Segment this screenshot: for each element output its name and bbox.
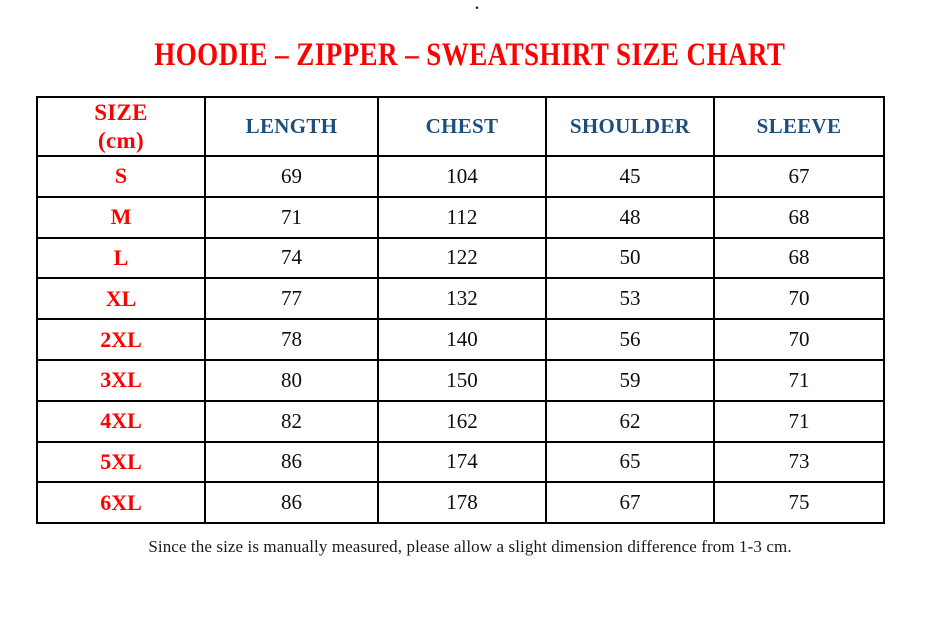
size-cell: M — [36, 195, 206, 239]
table-row: 5XL 86 174 65 73 — [36, 440, 885, 484]
length-cell: 74 — [204, 236, 379, 280]
chest-cell: 122 — [377, 236, 547, 280]
size-chart-tbody: S 69 104 45 67 M 71 112 48 68 L 74 122 50 68 XL 77 132 53 7… — [36, 155, 885, 525]
sleeve-cell: 71 — [713, 399, 885, 443]
header-cell-sleeve: SLEEVE — [713, 96, 885, 157]
size-cell: S — [36, 155, 206, 198]
shoulder-cell: 48 — [545, 195, 715, 239]
sleeve-cell: 73 — [713, 440, 885, 484]
length-cell: 78 — [204, 318, 379, 361]
table-row: 4XL 82 162 62 71 — [36, 399, 885, 443]
measurement-note: Since the size is manually measured, ple… — [148, 537, 792, 556]
sleeve-cell: 71 — [713, 358, 885, 402]
shoulder-cell: 62 — [545, 399, 715, 443]
shoulder-cell: 65 — [545, 440, 715, 484]
size-cell: L — [36, 236, 206, 280]
sleeve-cell: 67 — [713, 155, 885, 198]
sleeve-cell: 68 — [713, 236, 885, 280]
shoulder-cell: 59 — [545, 358, 715, 402]
length-cell: 71 — [204, 195, 379, 239]
table-row: 2XL 78 140 56 70 — [36, 318, 885, 361]
table-row: S 69 104 45 67 — [36, 155, 885, 198]
header-cell-length: LENGTH — [204, 96, 379, 157]
header-row: SIZE (cm) LENGTH CHEST SHOULDER SLEEVE — [36, 96, 885, 157]
chest-cell: 162 — [377, 399, 547, 443]
page-title: HOODIE – ZIPPER – SWEATSHIRT SIZE CHART — [0, 36, 940, 74]
page-title-text: HOODIE – ZIPPER – SWEATSHIRT SIZE CHART — [154, 37, 786, 73]
length-cell: 82 — [204, 399, 379, 443]
chest-cell: 150 — [377, 358, 547, 402]
sleeve-cell: 70 — [713, 318, 885, 361]
header-cell-size: SIZE (cm) — [36, 96, 206, 157]
shoulder-cell: 45 — [545, 155, 715, 198]
length-cell: 80 — [204, 358, 379, 402]
shoulder-cell: 50 — [545, 236, 715, 280]
sleeve-cell: 70 — [713, 277, 885, 321]
length-cell: 86 — [204, 481, 379, 525]
header-size-line2: (cm) — [98, 127, 144, 153]
length-cell: 69 — [204, 155, 379, 198]
table-row: 3XL 80 150 59 71 — [36, 358, 885, 402]
chest-cell: 174 — [377, 440, 547, 484]
shoulder-cell: 53 — [545, 277, 715, 321]
table-row: M 71 112 48 68 — [36, 195, 885, 239]
chest-cell: 104 — [377, 155, 547, 198]
stray-dot: . — [475, 0, 479, 13]
chest-cell: 112 — [377, 195, 547, 239]
length-cell: 77 — [204, 277, 379, 321]
size-cell: 3XL — [36, 358, 206, 402]
size-cell: XL — [36, 277, 206, 321]
shoulder-cell: 56 — [545, 318, 715, 361]
size-cell: 2XL — [36, 318, 206, 361]
header-cell-chest: CHEST — [377, 96, 547, 157]
table-row: L 74 122 50 68 — [36, 236, 885, 280]
chest-cell: 178 — [377, 481, 547, 525]
size-cell: 6XL — [36, 481, 206, 525]
size-cell: 5XL — [36, 440, 206, 484]
sleeve-cell: 75 — [713, 481, 885, 525]
size-cell: 4XL — [36, 399, 206, 443]
shoulder-cell: 67 — [545, 481, 715, 525]
sleeve-cell: 68 — [713, 195, 885, 239]
table-row: 6XL 86 178 67 75 — [36, 481, 885, 525]
table-row: XL 77 132 53 70 — [36, 277, 885, 321]
chest-cell: 132 — [377, 277, 547, 321]
chest-cell: 140 — [377, 318, 547, 361]
size-chart-table: SIZE (cm) LENGTH CHEST SHOULDER SLEEVE S… — [36, 96, 885, 525]
header-cell-shoulder: SHOULDER — [545, 96, 715, 157]
length-cell: 86 — [204, 440, 379, 484]
header-size-line1: SIZE — [94, 100, 148, 126]
